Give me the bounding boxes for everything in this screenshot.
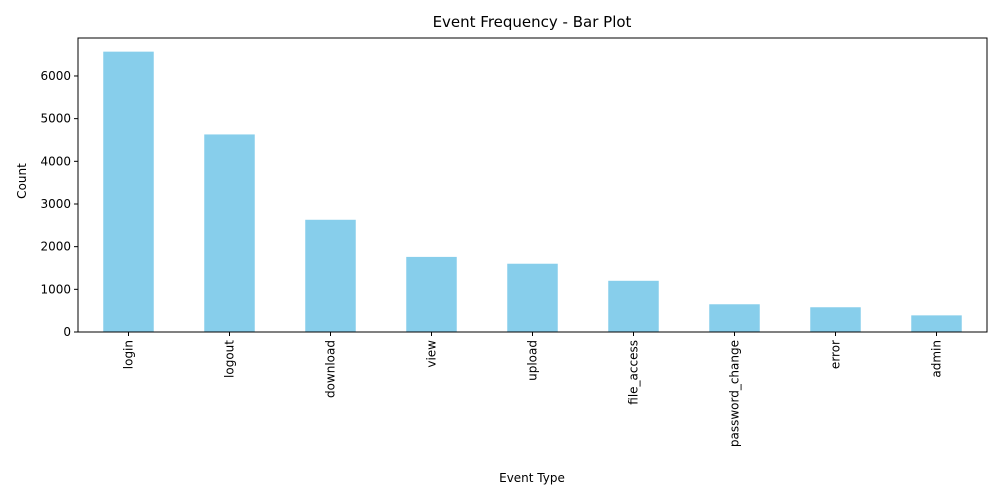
bar-view — [406, 256, 457, 332]
y-axis-ticks: 0 1000 2000 3000 4000 5000 6000 — [40, 69, 78, 339]
x-tick-label: file_access — [627, 340, 641, 405]
x-tick-label: login — [122, 340, 136, 369]
chart-title: Event Frequency - Bar Plot — [433, 13, 632, 31]
x-axis-ticks: login logout download view upload file_access… — [122, 332, 944, 447]
y-tick-label: 5000 — [40, 112, 71, 126]
bar-file_access — [608, 280, 659, 332]
y-tick-label: 4000 — [40, 154, 71, 168]
bar-error — [810, 307, 861, 332]
plot-frame — [77, 37, 988, 333]
x-tick-label: admin — [930, 340, 944, 378]
x-tick-label: view — [425, 340, 439, 368]
x-tick-label: upload — [526, 340, 540, 381]
bar-upload — [507, 263, 558, 332]
y-tick-label: 6000 — [40, 69, 71, 83]
y-tick-label: 0 — [63, 325, 71, 339]
x-tick-label: download — [324, 340, 338, 398]
x-tick-label: logout — [223, 340, 237, 378]
x-tick-label: error — [829, 340, 843, 369]
bar-download — [305, 219, 356, 332]
y-tick-label: 2000 — [40, 240, 71, 254]
bars-group — [103, 51, 962, 332]
y-tick-label: 3000 — [40, 197, 71, 211]
x-tick-label: password_change — [728, 340, 742, 447]
bar-logout — [204, 134, 255, 332]
bar-login — [103, 51, 154, 332]
bar-admin — [911, 315, 962, 332]
x-axis-title: Event Type — [499, 471, 565, 485]
bar-password_change — [709, 304, 760, 332]
y-axis-title: Count — [15, 163, 29, 199]
y-tick-label: 1000 — [40, 282, 71, 296]
